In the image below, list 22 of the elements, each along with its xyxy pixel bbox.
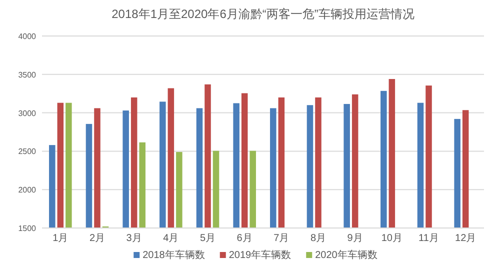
y-tick-label: 2500 [18,147,37,156]
x-tick-label: 1月 [52,233,68,244]
y-tick-label: 2000 [18,186,37,195]
y-tick-label: 1500 [18,224,37,233]
chart-title: 2018年1月至2020年6月渝黔“两客一危”车辆投用运营情况 [112,7,414,21]
x-tick-label: 4月 [163,233,179,244]
legend-label: 2018年车辆数 [142,249,205,261]
x-tick-label: 3月 [126,233,142,244]
y-tick-label: 4000 [18,32,37,41]
legend-label: 2020年车辆数 [315,249,378,261]
x-tick-label: 9月 [347,233,363,244]
y-tick-label: 3000 [18,108,37,118]
x-tick-label: 2月 [89,233,106,244]
x-tick-label: 8月 [310,233,326,244]
x-tick-label: 10月 [381,233,402,244]
x-tick-label: 6月 [236,233,252,244]
x-tick-label: 11月 [418,233,439,244]
x-tick-label: 7月 [274,233,290,244]
y-tick-label: 3500 [18,70,37,80]
legend-label: 2019年车辆数 [228,249,292,261]
x-tick-label: 12月 [455,233,476,244]
x-tick-label: 5月 [200,233,216,244]
